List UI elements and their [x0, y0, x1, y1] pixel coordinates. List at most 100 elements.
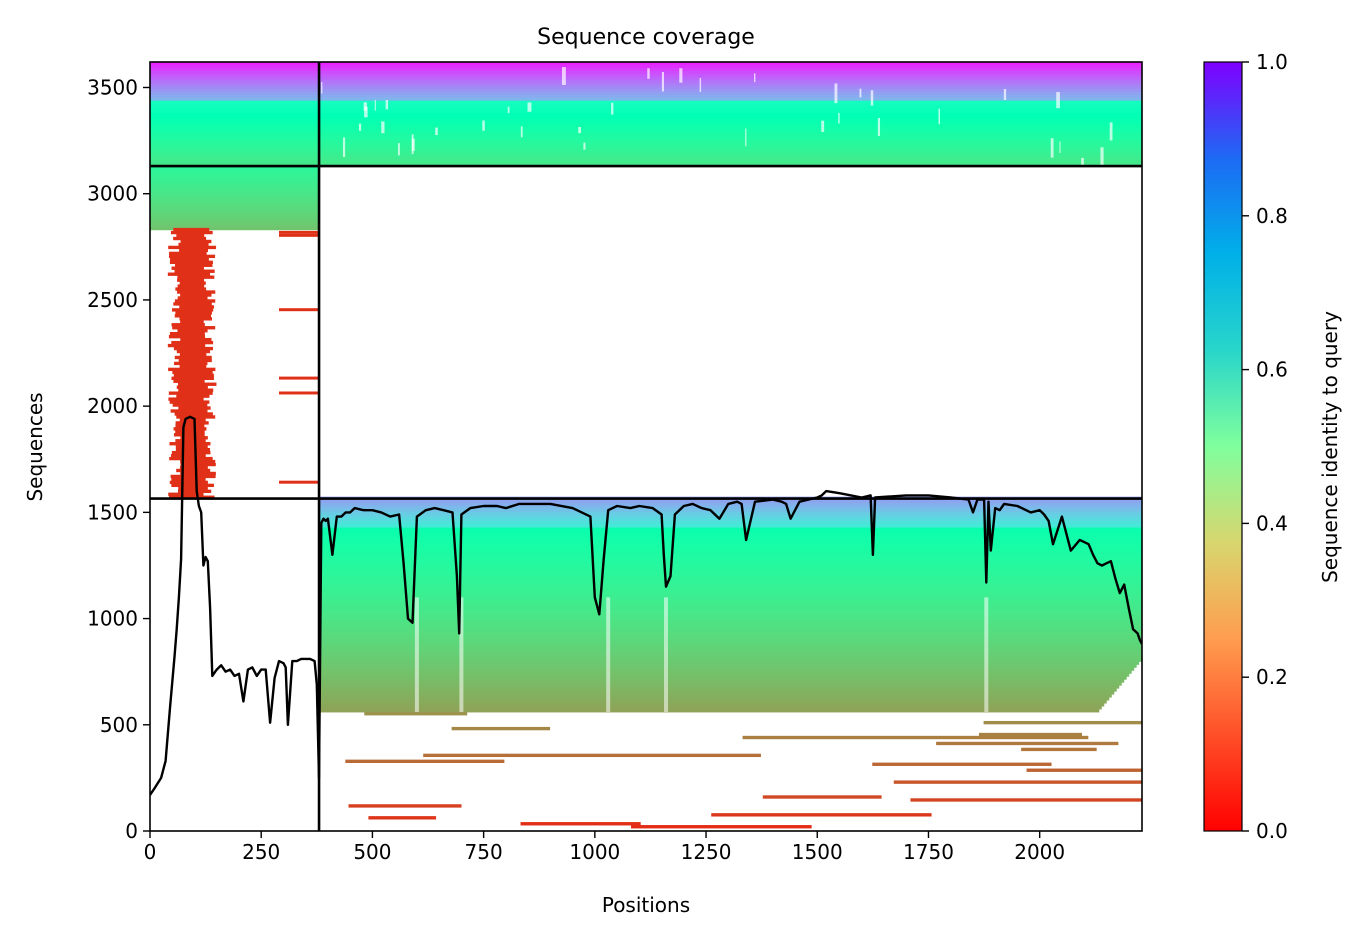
heatmap-row — [150, 185, 320, 189]
heatmap-row — [178, 406, 211, 410]
coverage-gap — [984, 597, 989, 713]
heatmap-row — [319, 661, 1140, 665]
heatmap-row — [319, 649, 1142, 653]
coverage-gap — [699, 77, 702, 93]
heatmap-row — [319, 679, 1125, 683]
heatmap-row — [150, 209, 320, 213]
heatmap-row — [150, 79, 1142, 83]
heatmap-row — [178, 489, 212, 493]
heatmap-row — [319, 667, 1135, 671]
heatmap-row — [319, 536, 1142, 540]
heatmap-row — [319, 664, 1137, 668]
heatmap-block-3 — [319, 496, 1142, 829]
coverage-gap — [583, 142, 586, 150]
coverage-gap — [527, 102, 532, 112]
heatmap-row — [177, 290, 216, 294]
coverage-gap — [647, 68, 650, 79]
heatmap-row — [176, 468, 211, 473]
heatmap-row — [178, 358, 212, 363]
heatmap-row — [319, 700, 1107, 704]
heatmap-row — [175, 421, 209, 425]
heatmap-row — [345, 759, 505, 763]
x-tick-label: 750 — [465, 840, 503, 864]
heatmap-row — [983, 720, 1142, 725]
heatmap-row — [150, 148, 1142, 152]
heatmap-row — [319, 520, 1142, 524]
heatmap-row — [180, 471, 216, 476]
y-axis: 0 500 1000 1500 2000 2500 3000 3500 — [87, 75, 150, 843]
heatmap-row — [176, 394, 210, 398]
heatmap-row — [893, 780, 1142, 784]
coverage-heatmap — [150, 62, 1142, 829]
heatmap-row — [319, 685, 1120, 689]
heatmap-row — [150, 142, 1142, 146]
heatmap-row — [173, 433, 205, 437]
x-tick-label: 1500 — [792, 840, 843, 864]
coverage-line — [150, 415, 1142, 796]
x-tick-label: 0 — [144, 840, 157, 864]
y-tick-label: 3500 — [87, 75, 138, 99]
heatmap-row — [168, 397, 204, 401]
heatmap-row — [174, 269, 215, 273]
heatmap-row — [171, 266, 204, 270]
heatmap-row — [179, 364, 207, 369]
coverage-gap — [385, 100, 389, 110]
heatmap-row — [176, 233, 205, 238]
heatmap-row — [174, 412, 213, 416]
heatmap-row — [150, 94, 1142, 98]
heatmap-row — [179, 465, 208, 470]
heatmap-row — [150, 176, 320, 180]
heatmap-row — [177, 382, 217, 386]
heatmap-row — [711, 813, 932, 817]
heatmap-row — [150, 136, 1142, 140]
heatmap-row — [176, 385, 208, 389]
heatmap-row — [319, 688, 1117, 692]
coverage-gap — [364, 106, 368, 118]
x-axis-label: Positions — [602, 893, 690, 917]
heatmap-row — [180, 459, 216, 464]
heatmap-row — [150, 223, 320, 228]
heatmap-row — [319, 527, 1142, 532]
heatmap-row — [150, 154, 1142, 158]
heatmap-row — [319, 548, 1142, 552]
heatmap-row — [279, 480, 320, 484]
heatmap-row — [177, 275, 215, 279]
heatmap-row — [180, 239, 212, 244]
colorbar: 0.0 0.2 0.4 0.6 0.8 1.0 Sequence identity to … — [1203, 50, 1342, 843]
heatmap-block-2 — [150, 62, 1142, 167]
heatmap-row — [150, 182, 320, 186]
heatmap-row — [1021, 747, 1097, 752]
heatmap-row — [168, 391, 213, 395]
heatmap-row — [150, 88, 1142, 92]
heatmap-row — [279, 230, 320, 234]
heatmap-row — [169, 254, 216, 259]
heatmap-row — [174, 299, 216, 303]
heatmap-row — [150, 194, 320, 198]
heatmap-row — [168, 492, 204, 496]
heatmap-row — [150, 130, 1142, 134]
heatmap-row — [319, 575, 1142, 579]
coverage-gap — [414, 597, 419, 713]
heatmap-row — [150, 124, 1142, 128]
heatmap-row — [319, 670, 1132, 674]
x-tick-label: 1250 — [681, 840, 732, 864]
heatmap-row — [169, 251, 207, 256]
coverage-gap — [606, 597, 611, 713]
heatmap-row — [179, 248, 208, 253]
heatmap-row — [150, 85, 1142, 89]
heatmap-row — [150, 121, 1142, 125]
coverage-gap — [664, 597, 669, 713]
heatmap-row — [169, 480, 208, 485]
y-axis-label: Sequences — [23, 392, 47, 501]
heatmap-row — [171, 308, 214, 312]
heatmap-row — [150, 100, 1142, 105]
heatmap-row — [319, 703, 1105, 707]
heatmap-row — [150, 97, 1142, 101]
heatmap-row — [150, 127, 1142, 131]
heatmap-row — [319, 619, 1142, 624]
heatmap-row — [173, 236, 207, 241]
heatmap-row — [173, 227, 210, 232]
heatmap-row — [319, 590, 1142, 594]
coverage-gap — [859, 88, 862, 98]
heatmap-row — [169, 260, 213, 264]
